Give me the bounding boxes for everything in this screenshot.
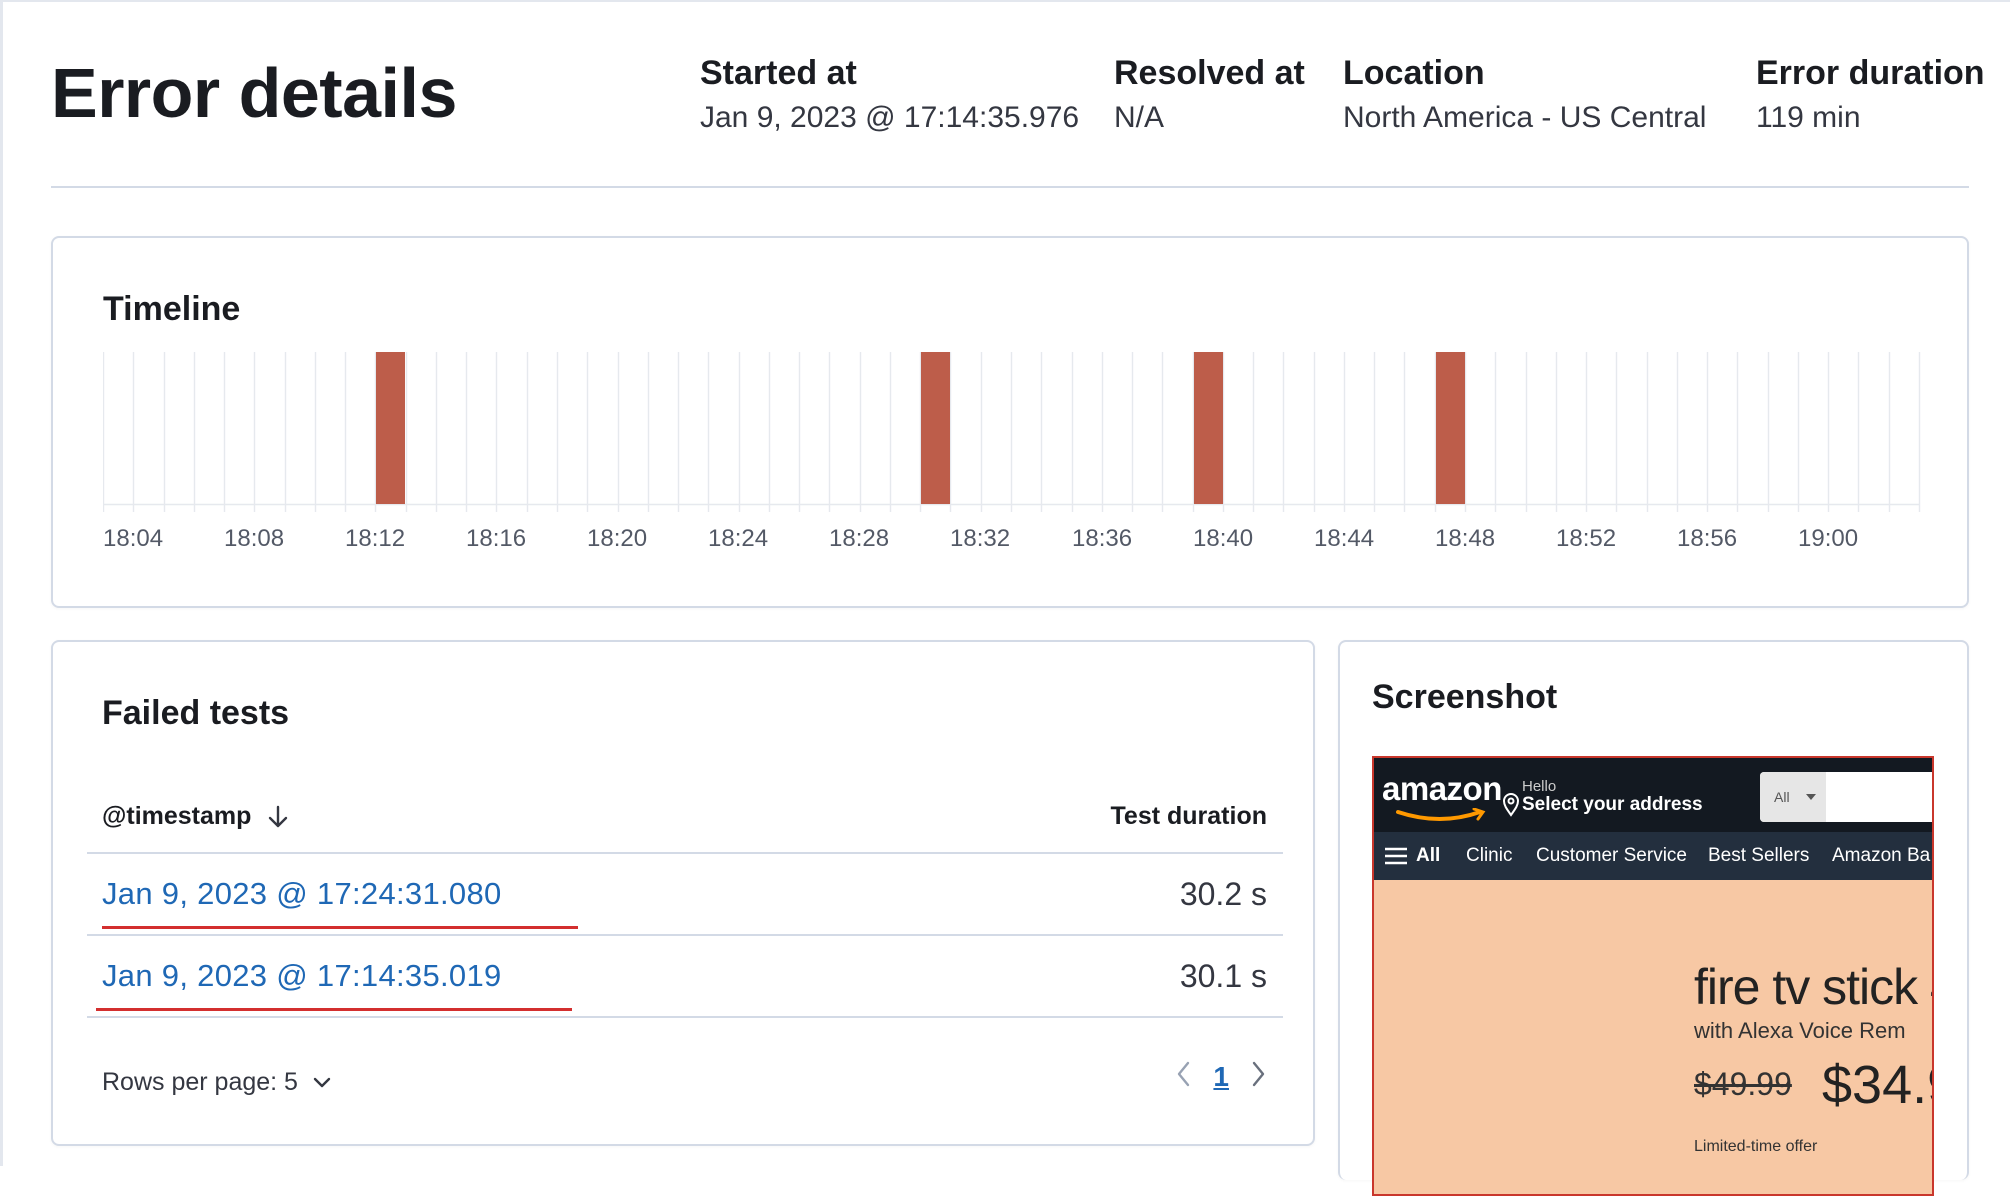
table-row-divider [87,1016,1283,1018]
started-at-value: Jan 9, 2023 @ 17:14:35.976 [700,101,1080,134]
timeline-tick-label: 18:36 [1072,525,1132,552]
timeline-panel: Timeline 18:04 18:08 18:12 18:16 18:20 18:24 1… [51,236,1969,608]
hero-product-subtitle: with Alexa Voice Rem [1694,1018,1906,1043]
timeline-tick-label: 18:40 [1193,525,1253,552]
resolved-at: Resolved at N/A [1114,52,1305,140]
amazon-header-bar: amazon Hello Select your address All [1374,758,1932,832]
search-department-select: All [1760,772,1826,822]
nav-item-clinic: Clinic [1466,845,1513,866]
timeline-chart[interactable]: 18:04 18:08 18:12 18:16 18:20 18:24 18:28 18:32… [103,350,1923,560]
timestamp-column-header[interactable]: @timestamp [102,802,289,831]
failed-tests-title: Failed tests [102,694,290,732]
previous-page-button[interactable] [1175,1060,1191,1093]
timeline-tick-label: 18:44 [1314,525,1374,552]
timeline-error-bar[interactable] [376,352,405,504]
amazon-search-box: All [1760,772,1932,822]
page-frame [0,0,2010,1166]
timeline-tick-label: 18:48 [1435,525,1495,552]
resolved-at-value: N/A [1114,101,1165,134]
header-divider [51,186,1969,188]
rows-per-page-button[interactable]: Rows per page: 5 [102,1068,332,1097]
timeline-tick-label: 19:00 [1798,525,1858,552]
failed-tests-panel: Failed tests @timestamp Test duration Ja… [51,640,1315,1146]
hamburger-menu-icon [1385,847,1407,865]
table-row-divider [87,934,1283,936]
timeline-title: Timeline [103,290,241,328]
screenshot-thumbnail[interactable]: amazon Hello Select your address All [1372,756,1934,1196]
location-label: Location [1343,54,1485,92]
nav-item-all: All [1416,845,1441,866]
timeline-tick-label: 18:08 [224,525,284,552]
amazon-nav-bar: All Clinic Customer Service Best Sellers… [1374,832,1932,880]
error-duration: Error duration 119 min [1756,52,1985,140]
test-duration-value: 30.2 s [1179,876,1267,912]
timeline-tick-label: 18:32 [950,525,1010,552]
offer-label: Limited-time offer [1694,1138,1818,1155]
timeline-error-bar[interactable] [1194,352,1223,504]
sort-descending-icon [269,805,288,827]
timeline-tick-label: 18:20 [587,525,647,552]
nav-item-customer-service: Customer Service [1536,845,1687,866]
rows-per-page-label: Rows per page: 5 [102,1068,298,1096]
chevron-left-icon [1178,1061,1190,1087]
error-duration-value: 119 min [1756,101,1861,134]
nav-item-amazon-basics: Amazon Ba [1832,845,1931,866]
highlight-underline [102,926,578,929]
page-title: Error details [51,54,457,132]
chevron-down-icon [313,1077,331,1087]
timestamp-link[interactable]: Jan 9, 2023 @ 17:24:31.080 [102,876,502,911]
screenshot-panel: Screenshot amazon Hello Select your addr… [1338,640,1969,1196]
timeline-tick-label: 18:04 [103,525,163,552]
select-address-label: Select your address [1522,794,1703,815]
location-pin-icon [1502,793,1520,817]
location-value: North America - US Central [1343,101,1707,134]
timeline-tick-label: 18:52 [1556,525,1616,552]
test-duration-column-header: Test duration [1110,802,1267,830]
timestamp-column-label: @timestamp [102,802,252,830]
chevron-right-icon [1252,1061,1265,1087]
amazon-smile-icon [1396,808,1486,821]
location: Location North America - US Central [1343,52,1706,140]
screenshot-title: Screenshot [1372,678,1558,716]
timeline-tick-label: 18:24 [708,525,768,552]
test-duration-value: 30.1 s [1179,958,1267,994]
timeline-tick-label: 18:12 [345,525,405,552]
search-department-label: All [1774,789,1790,805]
caret-down-icon [1806,794,1816,800]
new-price: $34.9 [1822,1055,1932,1115]
old-price: $49.99 [1694,1066,1792,1102]
hello-label: Hello [1522,778,1557,795]
started-at-label: Started at [700,54,857,92]
timeline-error-bar[interactable] [1436,352,1465,504]
amazon-logo: amazon [1382,770,1502,807]
error-duration-label: Error duration [1756,54,1985,92]
timeline-tick-label: 18:28 [829,525,889,552]
started-at: Started at Jan 9, 2023 @ 17:14:35.976 [700,52,1079,140]
table-header-divider [87,852,1283,854]
timeline-error-bar[interactable] [921,352,950,504]
timeline-tick-label: 18:56 [1677,525,1737,552]
timeline-tick-label: 18:16 [466,525,526,552]
timestamp-link[interactable]: Jan 9, 2023 @ 17:14:35.019 [102,958,502,993]
highlight-underline [96,1008,572,1011]
hero-product-title: fire tv stick 4 [1694,959,1934,1015]
resolved-at-label: Resolved at [1114,54,1305,92]
nav-item-best-sellers: Best Sellers [1708,845,1810,866]
pagination: 1 [1175,1060,1267,1093]
page-number-current[interactable]: 1 [1213,1060,1229,1092]
next-page-button[interactable] [1251,1060,1267,1093]
